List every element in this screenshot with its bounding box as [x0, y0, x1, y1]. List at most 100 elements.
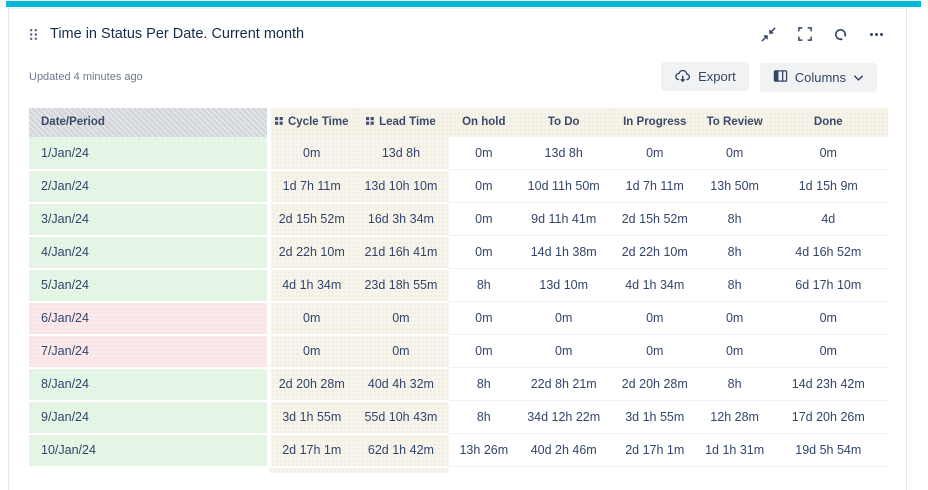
- value-cell: 40d 2h 46m: [518, 433, 609, 467]
- date-cell: 2/Jan/24: [29, 169, 271, 204]
- value-cell: 8h: [449, 367, 519, 401]
- cloud-download-icon: [674, 68, 691, 86]
- value-cell: 2d 17h 1m: [608, 433, 701, 467]
- value-cell: 8h: [449, 268, 519, 302]
- column-header-done: Done: [768, 107, 888, 137]
- table-row: 4/Jan/24 2d 22h 10m 21d 16h 41m 0m 14d 1h 38…: [29, 235, 888, 270]
- value-cell: 40d 4h 32m: [352, 367, 450, 402]
- value-cell: 2d 22h 10m: [608, 235, 701, 269]
- widget-controls: [761, 26, 886, 42]
- widget-meta-row: Updated 4 minutes ago Export: [29, 62, 886, 92]
- value-cell: 2d 22h 10m: [268, 235, 353, 270]
- value-cell: 1d 7h 11m: [268, 169, 353, 204]
- date-cell: 9/Jan/24: [29, 400, 271, 435]
- value-cell: 23d 18h 55m: [352, 268, 450, 303]
- table-row: 2/Jan/24 1d 7h 11m 13d 10h 10m 0m 10d 11h 50…: [29, 169, 888, 204]
- grid-squares-icon: [274, 116, 283, 128]
- value-cell: 0m: [268, 334, 353, 369]
- value-cell: 22d 8h 21m: [518, 367, 609, 401]
- refresh-icon[interactable]: [833, 27, 848, 42]
- drag-handle-icon[interactable]: [29, 28, 38, 41]
- value-cell: 0m: [700, 136, 769, 170]
- value-cell: 21d 16h 41m: [352, 235, 450, 270]
- value-cell: 12h 28m: [700, 400, 769, 434]
- gadget-accent-bar: [6, 1, 921, 7]
- column-header-date-period: Date/Period: [29, 107, 271, 137]
- status-table: Date/Period Cycle Time: [29, 107, 888, 473]
- value-cell: 0m: [449, 136, 519, 170]
- columns-layout-icon: [773, 69, 788, 86]
- table-row: 10/Jan/24 2d 17h 1m 62d 1h 42m 13h 26m 40d 2…: [29, 433, 888, 468]
- value-cell: 8h: [700, 268, 769, 302]
- value-cell: 2d 20h 28m: [268, 367, 353, 402]
- table-row: 5/Jan/24 4d 1h 34m 23d 18h 55m 8h 13d 10m 4d …: [29, 268, 888, 303]
- column-header-in-progress: In Progress: [608, 107, 701, 137]
- time-in-status-widget: Time in Status Per Date. Current month: [8, 8, 907, 490]
- table-row: 9/Jan/24 3d 1h 55m 55d 10h 43m 8h 34d 12h 22…: [29, 400, 888, 435]
- value-cell: 3d 1h 55m: [608, 400, 701, 434]
- columns-button[interactable]: Columns: [759, 62, 877, 92]
- columns-button-label: Columns: [794, 69, 846, 85]
- value-cell: 0m: [352, 301, 450, 336]
- value-cell: 13d 10m: [518, 268, 609, 302]
- value-cell: 0m: [268, 136, 353, 171]
- value-cell: 1d 1h 31m: [700, 433, 769, 467]
- table-row: 8/Jan/24 2d 20h 28m 40d 4h 32m 8h 22d 8h 21m…: [29, 367, 888, 402]
- table-row: 1/Jan/24 0m 13d 8h 0m 13d 8h 0m 0m 0m: [29, 136, 888, 171]
- value-cell: 4d 1h 34m: [268, 268, 353, 303]
- value-cell: 2d 15h 52m: [608, 202, 701, 236]
- more-options-icon[interactable]: [869, 27, 884, 42]
- value-cell: 16d 3h 34m: [352, 202, 450, 237]
- value-cell: 0m: [268, 301, 353, 336]
- value-cell: 2d 17h 1m: [268, 433, 353, 468]
- value-cell: 1d 7h 11m: [608, 169, 701, 203]
- value-cell: 8h: [700, 367, 769, 401]
- collapse-arrows-icon[interactable]: [761, 26, 776, 42]
- table-header-row: Date/Period Cycle Time: [29, 107, 888, 137]
- column-header-cycle-time[interactable]: Cycle Time: [268, 107, 353, 137]
- value-cell: 19d 5h 54m: [768, 433, 888, 467]
- value-cell: 55d 10h 43m: [352, 400, 450, 435]
- value-cell: 0m: [449, 235, 519, 269]
- table-row: 3/Jan/24 2d 15h 52m 16d 3h 34m 0m 9d 11h 41m…: [29, 202, 888, 237]
- value-cell: 4d 16h 52m: [768, 235, 888, 269]
- export-button-label: Export: [698, 69, 736, 84]
- value-cell: 13d 10h 10m: [352, 169, 450, 204]
- value-cell: 0m: [768, 136, 888, 170]
- column-header-on-hold: On hold: [449, 107, 519, 137]
- export-button[interactable]: Export: [661, 62, 749, 91]
- value-cell: 0m: [449, 169, 519, 203]
- value-cell: 10d 11h 50m: [518, 169, 609, 203]
- date-cell: 4/Jan/24: [29, 235, 271, 270]
- value-cell: 0m: [449, 301, 519, 335]
- value-cell: 0m: [518, 334, 609, 368]
- value-cell: 14d 1h 38m: [518, 235, 609, 269]
- value-cell: 2d 20h 28m: [608, 367, 701, 401]
- value-cell: 4d 1h 34m: [608, 268, 701, 302]
- value-cell: 0m: [518, 301, 609, 335]
- value-cell: 0m: [608, 301, 701, 335]
- widget-header: Time in Status Per Date. Current month: [9, 9, 906, 42]
- value-cell: 2d 15h 52m: [268, 202, 353, 237]
- value-cell: 0m: [700, 301, 769, 335]
- value-cell: 0m: [352, 334, 450, 369]
- value-cell: 62d 1h 42m: [352, 433, 450, 468]
- fullscreen-icon[interactable]: [797, 27, 812, 42]
- value-cell: 8h: [449, 400, 519, 434]
- value-cell: 8h: [700, 202, 769, 236]
- value-cell: 9d 11h 41m: [518, 202, 609, 236]
- table-row: 6/Jan/24 0m 0m 0m 0m 0m 0m 0m: [29, 301, 888, 336]
- date-cell: 10/Jan/24: [29, 433, 271, 468]
- value-cell: 8h: [700, 235, 769, 269]
- value-cell: 13d 8h: [518, 136, 609, 170]
- value-cell: 14d 23h 42m: [768, 367, 888, 401]
- value-cell: 0m: [449, 334, 519, 368]
- value-cell: 6d 17h 10m: [768, 268, 888, 302]
- column-header-label: Cycle Time: [287, 116, 349, 128]
- column-header-lead-time[interactable]: Lead Time: [352, 107, 450, 137]
- value-cell: 4d: [768, 202, 888, 236]
- date-cell: 3/Jan/24: [29, 202, 271, 237]
- updated-timestamp: Updated 4 minutes ago: [29, 70, 143, 83]
- value-cell: 0m: [608, 136, 701, 170]
- page-title: Time in Status Per Date. Current month: [50, 26, 305, 42]
